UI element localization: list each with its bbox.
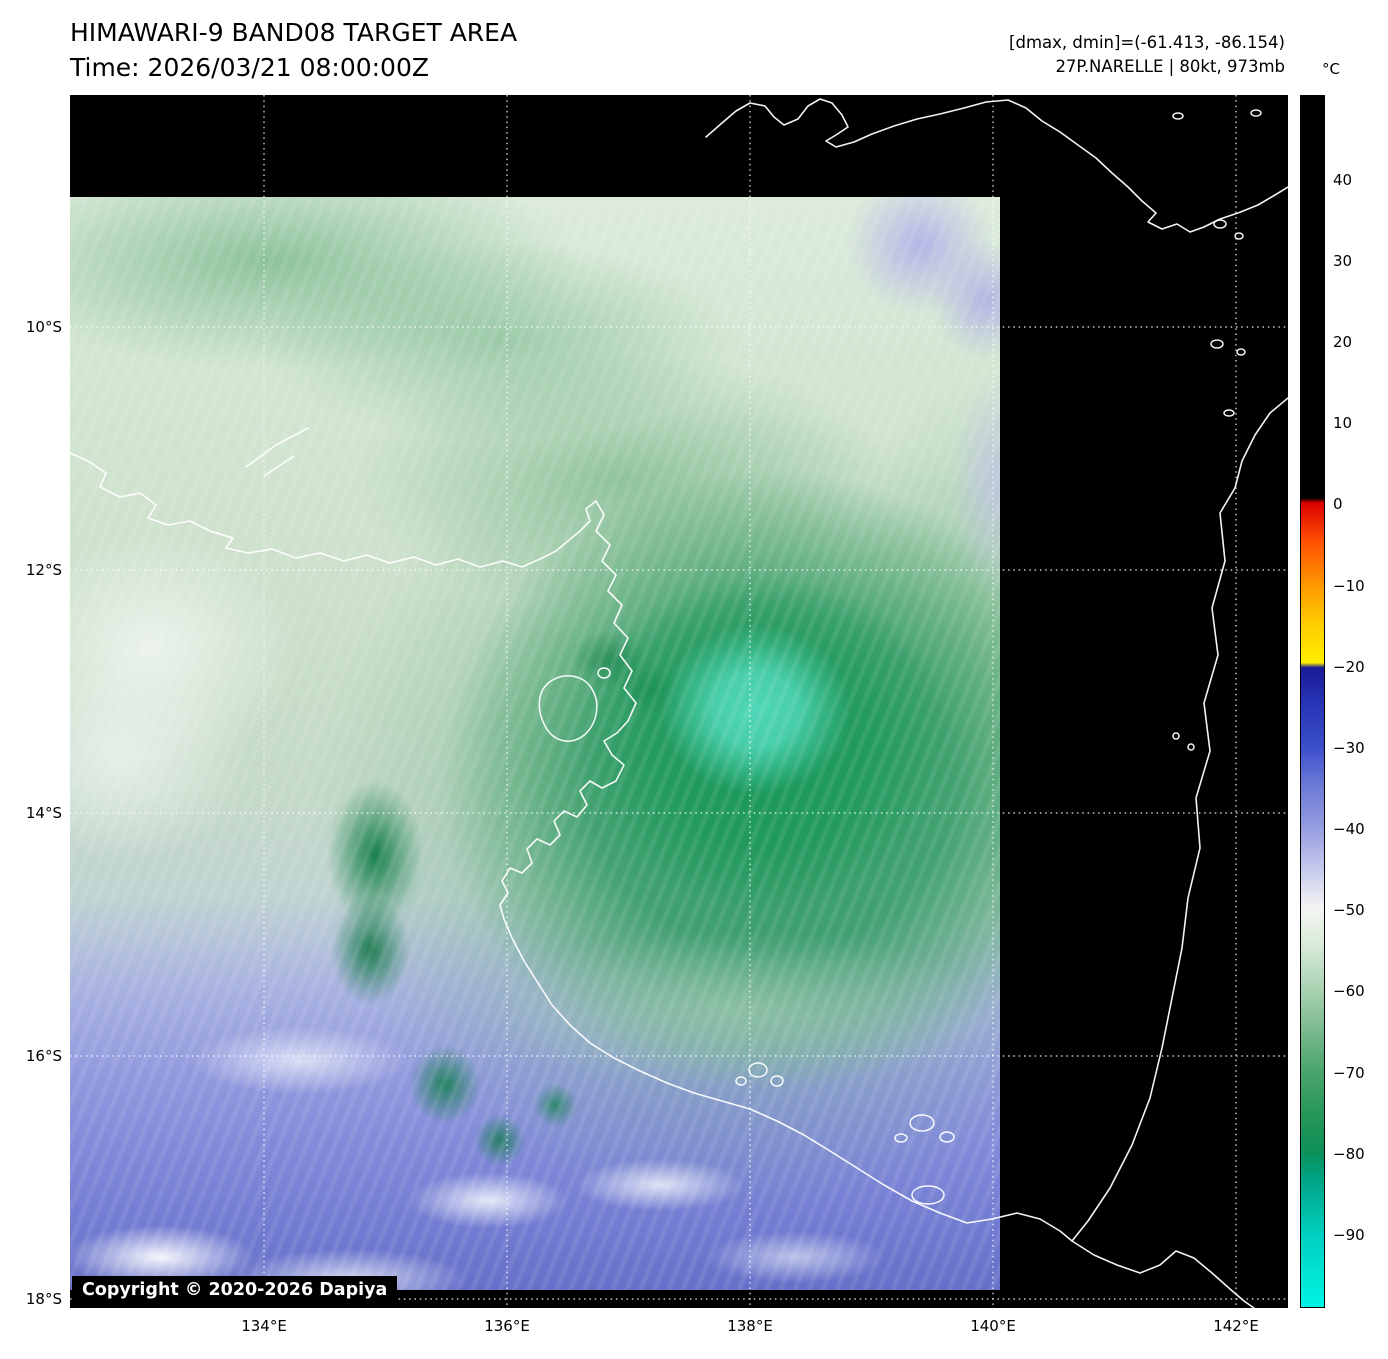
- colorbar-tick-m80: −80: [1333, 1145, 1365, 1163]
- colorbar-tick-m40: −40: [1333, 820, 1365, 838]
- colorbar-tick-30: 30: [1333, 252, 1353, 270]
- cloud-texture-overlay: [70, 197, 1000, 1290]
- lon-tick-134e: 134°E: [241, 1317, 287, 1335]
- lat-tick-16s: 16°S: [25, 1047, 62, 1065]
- island-wellesley-2: [939, 1131, 955, 1143]
- dmax-dmin-readout: [dmax, dmin]=(-61.413, -86.154): [1009, 33, 1285, 52]
- island-pellew-2: [770, 1075, 784, 1087]
- coastline-australia-gulf: [70, 397, 1288, 1242]
- colorbar-tick-0: 0: [1333, 495, 1343, 513]
- colorbar-tick-m70: −70: [1333, 1064, 1365, 1082]
- coastlines: [70, 98, 1288, 1308]
- grid-lines: [70, 95, 1288, 1308]
- figure-title: HIMAWARI-9 BAND08 TARGET AREA: [70, 18, 518, 47]
- islet-capeyork-2: [1187, 743, 1195, 751]
- storm-info: 27P.NARELLE | 80kt, 973mb: [1055, 57, 1285, 76]
- island-torres-6: [1236, 348, 1246, 356]
- lat-tick-14s: 14°S: [25, 804, 62, 822]
- lat-tick-12s: 12°S: [25, 561, 62, 579]
- figure-timestamp: Time: 2026/03/21 08:00:00Z: [70, 53, 429, 82]
- coastline-new-guinea: [705, 98, 1288, 233]
- colorbar-tick-m50: −50: [1333, 901, 1365, 919]
- island-torres-1: [1172, 112, 1184, 120]
- colorbar: [1300, 95, 1325, 1308]
- island-torres-7: [1223, 409, 1235, 417]
- lat-tick-18s: 18°S: [25, 1290, 62, 1308]
- lon-tick-138e: 138°E: [727, 1317, 773, 1335]
- islet-near-groote: [597, 667, 611, 679]
- island-torres-5: [1210, 339, 1224, 349]
- island-mornington: [911, 1185, 945, 1205]
- copyright-badge: Copyright © 2020-2026 Dapiya: [72, 1276, 398, 1305]
- colorbar-tick-m90: −90: [1333, 1226, 1365, 1244]
- island-chain-wessel-2: [263, 455, 295, 477]
- island-torres-4: [1234, 232, 1244, 240]
- colorbar-tick-m10: −10: [1333, 577, 1365, 595]
- island-pellew-1: [748, 1062, 768, 1078]
- island-wellesley-1: [909, 1114, 935, 1132]
- header-stats-block: [dmax, dmin]=(-61.413, -86.154) 27P.NARE…: [800, 31, 1285, 79]
- island-chain-wessel: [245, 427, 309, 468]
- map-plot-area: Copyright © 2020-2026 Dapiya: [70, 95, 1288, 1308]
- colorbar-tick-40: 40: [1333, 171, 1353, 189]
- island-torres-3: [1213, 219, 1227, 229]
- lon-tick-142e: 142°E: [1213, 1317, 1259, 1335]
- colorbar-tick-10: 10: [1333, 414, 1353, 432]
- colorbar-tick-20: 20: [1333, 333, 1353, 351]
- lon-tick-140e: 140°E: [970, 1317, 1016, 1335]
- satellite-imagery-swath: [70, 197, 1000, 1290]
- lat-tick-10s: 10°S: [25, 318, 62, 336]
- colorbar-tick-m20: −20: [1333, 658, 1365, 676]
- lon-tick-136e: 136°E: [484, 1317, 530, 1335]
- map-overlay: [70, 95, 1288, 1308]
- island-wellesley-3: [894, 1133, 908, 1143]
- colorbar-tick-m30: −30: [1333, 739, 1365, 757]
- colorbar-unit-label: °C: [1322, 60, 1340, 78]
- island-torres-2: [1250, 109, 1262, 117]
- island-groote-eylandt: [538, 675, 598, 742]
- coastline-southeast-gulf: [1071, 1240, 1255, 1308]
- island-pellew-3: [735, 1076, 747, 1086]
- colorbar-tick-m60: −60: [1333, 982, 1365, 1000]
- islet-capeyork-1: [1172, 732, 1180, 740]
